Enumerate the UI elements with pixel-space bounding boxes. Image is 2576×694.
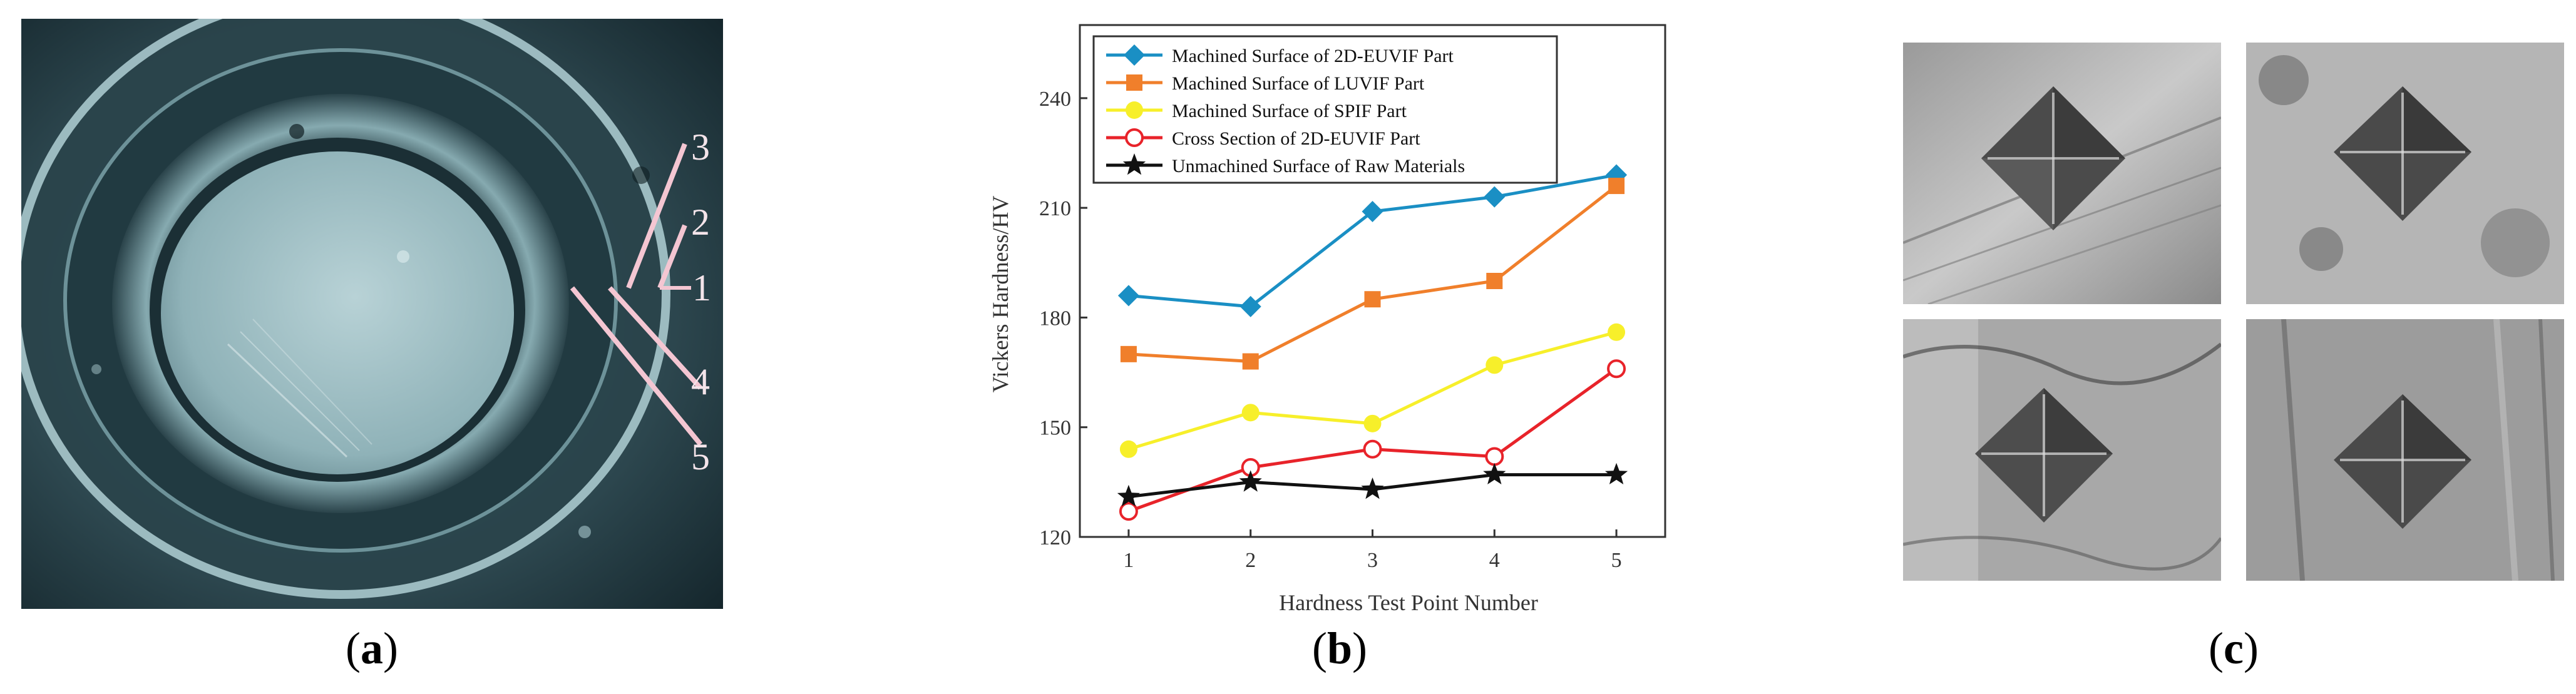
legend-label: Machined Surface of LUVIF Part — [1172, 73, 1425, 94]
data-point — [1119, 502, 1138, 521]
legend-marker — [1126, 101, 1143, 119]
data-point — [1363, 439, 1382, 459]
legend-label: Cross Section of 2D-EUVIF Part — [1172, 128, 1420, 149]
data-point — [1242, 353, 1259, 370]
legend-marker — [1122, 153, 1146, 175]
data-point — [1608, 323, 1626, 341]
y-tick-label: 240 — [1039, 88, 1071, 111]
data-point — [1607, 359, 1626, 379]
formed-part-photo: 3 2 1 4 5 — [11, 0, 723, 609]
data-point — [1119, 440, 1137, 458]
data-point — [1364, 291, 1381, 308]
data-point — [1241, 404, 1260, 422]
legend-marker — [1126, 74, 1142, 91]
caption-c: (c) — [2209, 623, 2259, 673]
legend-marker — [1124, 44, 1145, 66]
point-label-1: 1 — [692, 267, 711, 309]
legend-label: Machined Surface of SPIF Part — [1172, 101, 1407, 121]
legend-label: Unmachined Surface of Raw Materials — [1172, 156, 1465, 176]
legend-marker — [1125, 128, 1144, 147]
series-3 — [1119, 323, 1626, 458]
data-point — [1486, 356, 1504, 374]
series-4 — [1119, 359, 1626, 521]
x-tick-label: 1 — [1123, 549, 1134, 572]
hardness-chart-svg: 120 150 180 210 240 1 2 3 4 5 Machined Surface o… — [988, 24, 1666, 615]
series-5 — [1117, 462, 1628, 507]
data-point — [1239, 470, 1262, 492]
formed-part-image: 3 2 1 4 5 — [11, 0, 723, 609]
point-line-2 — [657, 224, 687, 289]
point-label-2: 2 — [691, 202, 710, 243]
point-label-3: 3 — [691, 126, 710, 168]
micrograph-3 — [1903, 319, 2221, 581]
data-point — [1362, 200, 1383, 222]
legend-label: Machined Surface of 2D-EUVIF Part — [1172, 46, 1454, 66]
data-point — [1485, 447, 1504, 466]
data-point — [1605, 462, 1628, 484]
y-tick-label: 150 — [1039, 417, 1071, 440]
point-label-5: 5 — [691, 436, 710, 477]
series-line — [1128, 173, 1617, 309]
hardness-chart: 120 150 180 210 240 1 2 3 4 5 Machined Surface o… — [977, 13, 1696, 626]
indentation-micrographs — [1903, 43, 2564, 581]
micrograph-4 — [2246, 319, 2564, 581]
y-tick-label: 120 — [1039, 526, 1071, 549]
x-tick-label: 5 — [1611, 549, 1622, 572]
legend-box — [1092, 35, 1558, 184]
data-point — [1117, 285, 1139, 307]
point-line-3 — [626, 143, 687, 289]
y-axis-label: Vickers Hardness/HV — [988, 196, 1013, 393]
data-point — [1239, 295, 1261, 317]
series-2 — [1120, 178, 1625, 370]
y-tick-label: 210 — [1039, 197, 1071, 220]
caption-a: (a) — [346, 623, 398, 673]
data-point — [1363, 414, 1382, 432]
x-axis-label: Hardness Test Point Number — [1279, 590, 1538, 615]
micrograph-1 — [1903, 43, 2221, 304]
micrograph-2 — [2246, 43, 2564, 304]
data-point — [1608, 178, 1625, 195]
data-point — [1484, 186, 1506, 208]
data-point — [1486, 273, 1503, 289]
point-line-4 — [608, 286, 702, 390]
data-point — [1120, 345, 1137, 362]
x-tick-label: 2 — [1245, 549, 1256, 572]
data-point — [1117, 484, 1140, 507]
data-point — [1361, 477, 1384, 499]
point-label-4: 4 — [691, 361, 710, 402]
point-line-5 — [570, 286, 703, 446]
x-tick-label: 4 — [1489, 549, 1500, 572]
caption-b: (b) — [1311, 623, 1367, 673]
data-point — [1483, 462, 1506, 484]
y-tick-label: 180 — [1039, 307, 1071, 330]
x-tick-label: 3 — [1367, 549, 1378, 572]
